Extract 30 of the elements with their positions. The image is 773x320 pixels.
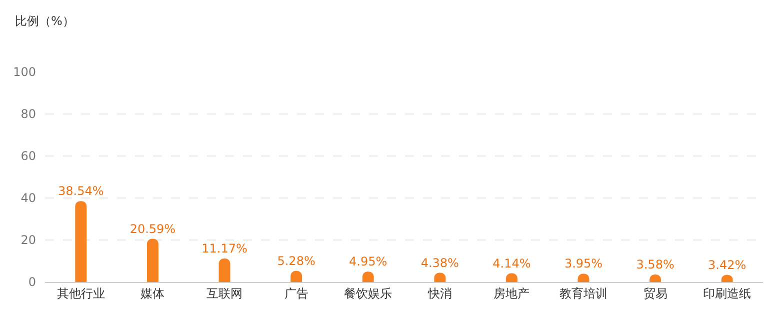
data-label: 20.59%	[130, 222, 176, 236]
x-tick-label: 贸易	[643, 286, 668, 300]
data-label: 4.95%	[349, 254, 388, 269]
y-tick-label: 40	[20, 191, 36, 206]
y-tick-label: 20	[20, 233, 36, 248]
x-tick-label: 餐饮娱乐	[344, 286, 392, 300]
y-tick-label: 100	[13, 65, 36, 80]
x-tick-label: 印刷造纸	[703, 286, 752, 300]
x-tick-label: 广告	[284, 286, 308, 300]
data-label: 11.17%	[202, 242, 248, 256]
y-tick-label: 80	[20, 107, 36, 122]
x-tick-label: 互联网	[206, 286, 242, 300]
bar	[146, 238, 158, 282]
x-tick-label: 媒体	[140, 286, 165, 300]
data-label: 3.95%	[564, 256, 603, 271]
data-label: 4.14%	[492, 256, 531, 270]
data-label: 3.42%	[708, 258, 746, 272]
x-tick-label: 教育培训	[560, 286, 608, 300]
y-axis-title: 比例（%）	[15, 14, 74, 28]
data-label: 5.28%	[277, 254, 316, 268]
y-tick-label: 60	[20, 149, 36, 164]
x-tick-label: 其他行业	[56, 286, 105, 300]
y-tick-label: 0	[28, 275, 36, 290]
x-tick-label: 房地产	[494, 286, 530, 300]
bar	[75, 201, 87, 282]
x-tick-label: 快消	[426, 286, 452, 300]
data-label: 3.58%	[636, 257, 674, 272]
data-label: 38.54%	[58, 184, 104, 198]
bar	[218, 258, 230, 282]
data-label: 4.38%	[420, 256, 459, 270]
